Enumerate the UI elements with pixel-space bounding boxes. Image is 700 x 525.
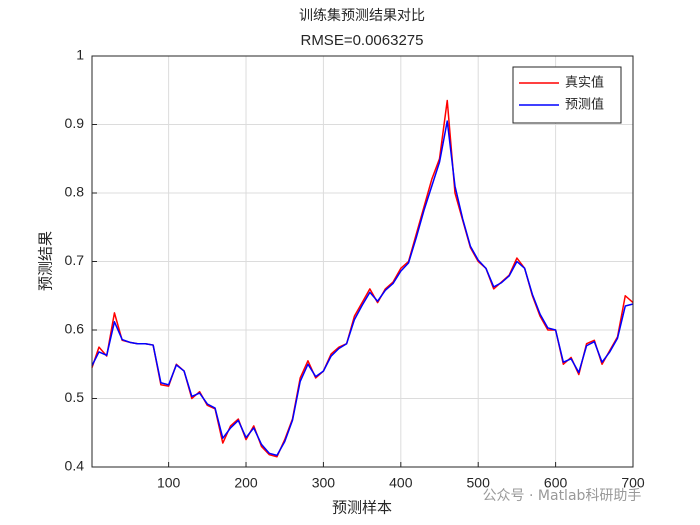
plot-frame xyxy=(91,55,634,468)
y-tick-label: 1 xyxy=(76,47,84,63)
x-tick-label: 500 xyxy=(467,475,491,491)
legend-label: 预测值 xyxy=(565,97,604,113)
x-tick-label: 700 xyxy=(621,475,645,491)
y-tick-label: 0.7 xyxy=(65,252,85,268)
chart-subtitle: RMSE=0.0063275 xyxy=(300,32,423,49)
y-tick-label: 0.6 xyxy=(65,321,85,337)
x-tick-label: 200 xyxy=(234,475,258,491)
x-tick-label: 100 xyxy=(157,475,181,491)
x-tick-label: 400 xyxy=(389,475,413,491)
legend-box xyxy=(512,66,622,124)
y-tick-label: 0.4 xyxy=(65,458,85,474)
legend-label: 真实值 xyxy=(565,75,604,91)
y-tick-label: 0.5 xyxy=(65,389,85,405)
grid xyxy=(92,55,634,468)
plot-lines xyxy=(91,99,634,458)
watermark: 公众号 · Matlab科研助手 xyxy=(483,488,642,504)
data-line xyxy=(91,120,634,457)
y-tick-label: 0.8 xyxy=(65,184,85,200)
chart-title: 训练集预测结果对比 xyxy=(299,7,425,24)
y-tick-label: 0.9 xyxy=(65,115,85,131)
y-axis-label: 预测结果 xyxy=(37,231,55,291)
x-tick-label: 600 xyxy=(544,475,568,491)
x-tick-label: 300 xyxy=(312,475,336,491)
x-axis-label: 预测样本 xyxy=(332,499,392,517)
